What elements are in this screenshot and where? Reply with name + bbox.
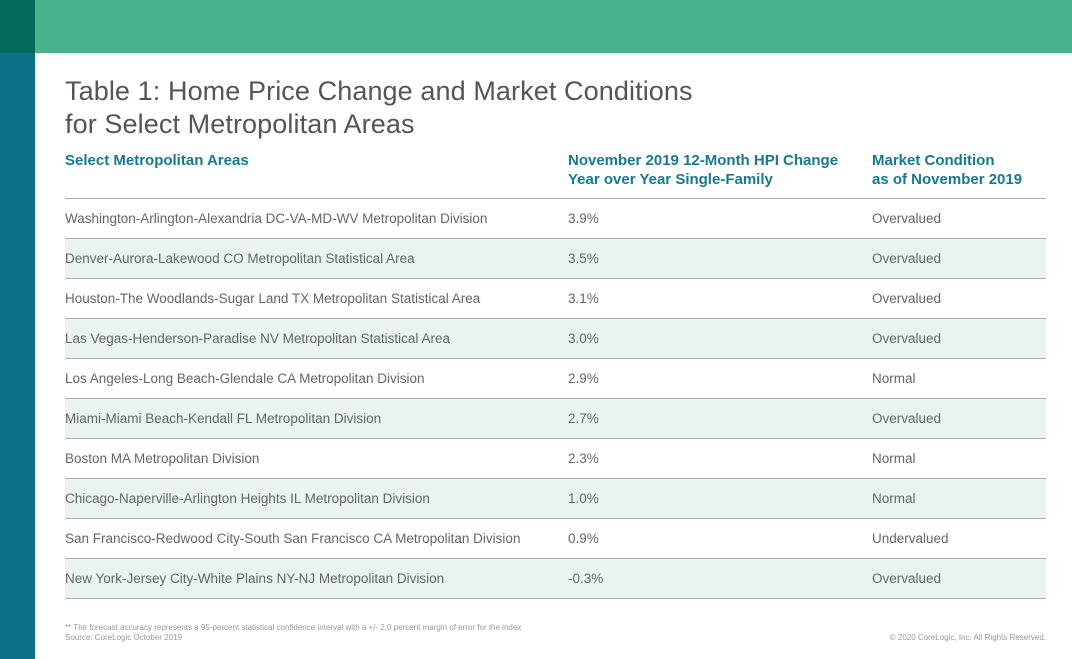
table-body: Washington-Arlington-Alexandria DC-VA-MD… — [65, 199, 1046, 599]
table-row: Los Angeles-Long Beach-Glendale CA Metro… — [65, 359, 1046, 399]
table-row: Denver-Aurora-Lakewood CO Metropolitan S… — [65, 239, 1046, 279]
metro-area-cell: Los Angeles-Long Beach-Glendale CA Metro… — [65, 371, 425, 386]
page-title-line2: for Select Metropolitan Areas — [65, 109, 415, 139]
table-row: New York-Jersey City-White Plains NY-NJ … — [65, 559, 1046, 599]
page-title: Table 1: Home Price Change and Market Co… — [65, 75, 1046, 141]
hpi-change-cell: 3.0% — [568, 331, 599, 346]
table-row: Las Vegas-Henderson-Paradise NV Metropol… — [65, 319, 1046, 359]
market-condition-cell: Normal — [872, 371, 916, 386]
page-footer: ** The forecast accuracy represents a 95… — [65, 623, 1046, 643]
hpi-change-cell: 3.1% — [568, 291, 599, 306]
left-accent-strip — [0, 53, 35, 659]
table-row: Boston MA Metropolitan Division 2.3% Nor… — [65, 439, 1046, 479]
market-condition-cell: Overvalued — [872, 251, 942, 266]
hpi-change-cell: 2.9% — [568, 371, 599, 386]
metro-area-cell: Las Vegas-Henderson-Paradise NV Metropol… — [65, 331, 450, 346]
table-row: Chicago-Naperville-Arlington Heights IL … — [65, 479, 1046, 519]
hpi-change-cell: 2.3% — [568, 451, 599, 466]
market-condition-cell: Overvalued — [872, 331, 942, 346]
metro-area-cell: San Francisco-Redwood City-South San Fra… — [65, 531, 521, 546]
market-condition-cell: Normal — [872, 451, 916, 466]
metro-area-cell: Denver-Aurora-Lakewood CO Metropolitan S… — [65, 251, 415, 266]
metro-area-cell: Chicago-Naperville-Arlington Heights IL … — [65, 491, 430, 506]
top-accent-band — [35, 0, 1072, 53]
metro-area-cell: Boston MA Metropolitan Division — [65, 451, 260, 466]
source-note: Source: CoreLogic October 2019 — [65, 633, 182, 642]
table-header-row: Select Metropolitan Areas November 2019 … — [65, 151, 1046, 199]
page-title-line1: Table 1: Home Price Change and Market Co… — [65, 76, 693, 106]
hpi-change-cell: 0.9% — [568, 531, 599, 546]
market-condition-cell: Overvalued — [872, 571, 942, 586]
metro-area-cell: Washington-Arlington-Alexandria DC-VA-MD… — [65, 211, 488, 226]
table-row: Houston-The Woodlands-Sugar Land TX Metr… — [65, 279, 1046, 319]
metro-area-cell: Miami-Miami Beach-Kendall FL Metropolita… — [65, 411, 382, 426]
hpi-change-cell: 1.0% — [568, 491, 599, 506]
corner-accent-square — [0, 0, 35, 53]
market-condition-cell: Overvalued — [872, 411, 942, 426]
hpi-change-cell: 3.9% — [568, 211, 599, 226]
hpi-change-cell: -0.3% — [568, 571, 604, 586]
market-condition-cell: Normal — [872, 491, 916, 506]
table-row: Miami-Miami Beach-Kendall FL Metropolita… — [65, 399, 1046, 439]
hpi-change-cell: 2.7% — [568, 411, 599, 426]
metro-area-cell: Houston-The Woodlands-Sugar Land TX Metr… — [65, 291, 481, 306]
market-condition-cell: Overvalued — [872, 291, 942, 306]
metro-area-cell: New York-Jersey City-White Plains NY-NJ … — [65, 571, 445, 586]
table-row: Washington-Arlington-Alexandria DC-VA-MD… — [65, 199, 1046, 239]
column-header-metro-areas: Select Metropolitan Areas — [65, 152, 249, 169]
copyright-notice: © 2020 CoreLogic, Inc. All Rights Reserv… — [889, 633, 1046, 642]
content-area: Table 1: Home Price Change and Market Co… — [65, 53, 1046, 643]
footnote-block: ** The forecast accuracy represents a 95… — [65, 623, 521, 643]
column-header-hpi-change: November 2019 12-Month HPI Change Year o… — [568, 152, 839, 188]
market-condition-cell: Overvalued — [872, 211, 942, 226]
market-condition-cell: Undervalued — [872, 531, 949, 546]
hpi-change-cell: 3.5% — [568, 251, 599, 266]
forecast-accuracy-note: ** The forecast accuracy represents a 95… — [65, 623, 522, 632]
table-row: San Francisco-Redwood City-South San Fra… — [65, 519, 1046, 559]
column-header-market-condition: Market Condition as of November 2019 — [872, 152, 1023, 188]
